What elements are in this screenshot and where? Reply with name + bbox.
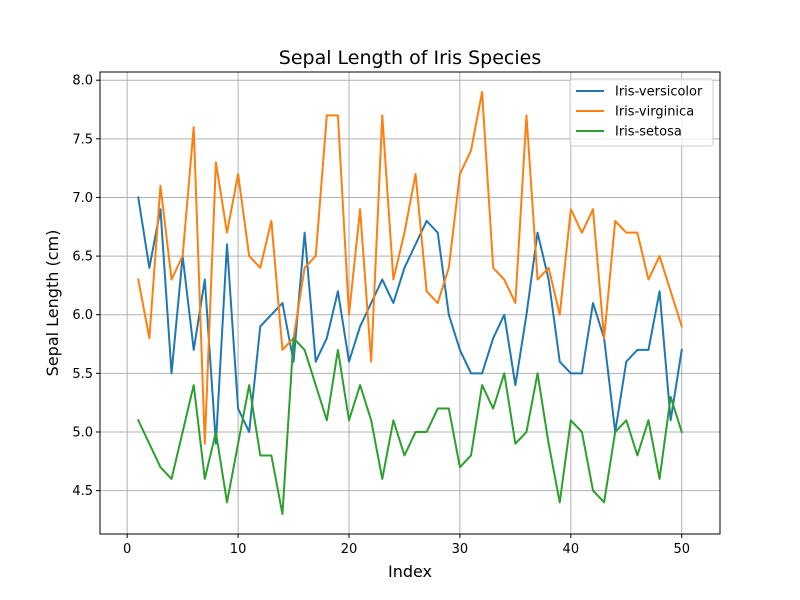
x-tick-label: 20 [341,542,358,557]
legend-box [569,78,714,147]
y-axis-title: Sepal Length (cm) [43,230,62,377]
series-line-iris-versicolor [137,196,683,445]
y-tick-label: 6.0 [72,308,93,323]
legend-label-iris-versicolor: Iris-versicolor [615,85,703,100]
legend: Iris-versicolor Iris-virginica Iris-setosa [569,78,714,147]
plot-frame [99,71,721,535]
x-tick-label: 0 [123,542,131,557]
y-tick-label: 7.0 [72,191,93,206]
chart-title: Sepal Length of Iris Species [279,47,541,69]
x-axis-title: Index [388,562,432,581]
series-lines [136,90,683,516]
legend-label-iris-setosa: Iris-setosa [615,125,682,140]
x-tick-label: 40 [563,542,580,557]
x-tick-label: 10 [230,542,247,557]
series-line-iris-setosa [136,337,683,516]
axis-ticks: 0 10 20 30 40 50 4.5 5.0 5.5 6.0 6.5 7.0 7.5 8.0 [72,74,690,557]
plot-area [100,72,720,534]
y-tick-label: 4.5 [72,484,93,499]
y-tick-label: 7.5 [72,132,93,147]
y-tick-label: 6.5 [72,250,93,265]
y-tick-label: 5.5 [72,367,93,382]
y-tick-label: 5.0 [72,425,93,440]
x-tick-label: 30 [452,542,469,557]
legend-label-iris-virginica: Iris-virginica [615,105,694,120]
y-tick-label: 8.0 [72,74,93,89]
x-tick-label: 50 [673,542,690,557]
series-line-iris-virginica [137,90,683,445]
